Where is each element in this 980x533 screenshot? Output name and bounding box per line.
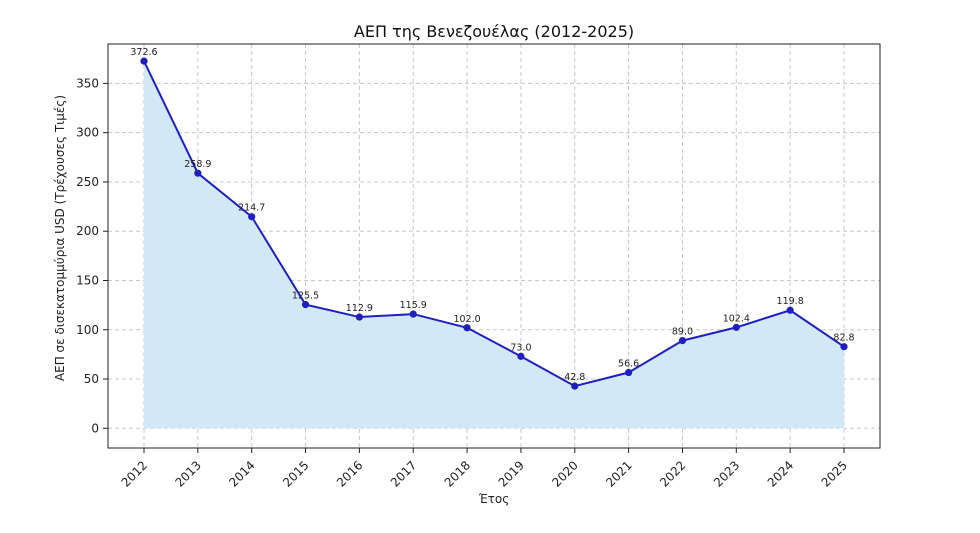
x-tick-label: 2024 xyxy=(765,458,796,489)
x-tick-label: 2021 xyxy=(603,458,634,489)
data-point xyxy=(625,368,633,377)
data-points xyxy=(140,57,848,390)
y-tick-label: 200 xyxy=(76,224,99,238)
x-tick-label: 2023 xyxy=(711,458,742,489)
data-point xyxy=(517,352,525,360)
data-label: 89.0 xyxy=(672,327,693,338)
data-label: 82.8 xyxy=(833,333,854,344)
data-point xyxy=(194,169,202,177)
x-tick-label: 2017 xyxy=(388,458,419,489)
x-tick-label: 2014 xyxy=(226,458,257,489)
data-label: 119.8 xyxy=(777,296,804,307)
data-point xyxy=(786,306,794,314)
x-tick-label: 2012 xyxy=(119,458,150,489)
data-label: 372.6 xyxy=(130,47,157,58)
x-tick-label: 2018 xyxy=(442,458,473,489)
data-label: 56.6 xyxy=(618,359,639,370)
data-point xyxy=(140,57,148,65)
data-label: 115.9 xyxy=(400,300,427,311)
y-tick-label: 50 xyxy=(84,372,99,386)
data-label: 125.5 xyxy=(292,291,319,302)
data-label: 102.4 xyxy=(723,313,750,324)
data-point xyxy=(355,313,363,321)
data-label: 112.9 xyxy=(346,303,373,314)
data-label: 214.7 xyxy=(238,203,265,214)
data-point xyxy=(840,343,848,351)
x-tick-label: 2015 xyxy=(280,458,311,489)
x-tick-label: 2022 xyxy=(657,458,688,489)
x-tick-label: 2020 xyxy=(549,458,580,489)
x-tick-label: 2019 xyxy=(496,458,527,489)
data-point xyxy=(678,336,687,345)
x-tick-label: 2013 xyxy=(172,458,203,489)
data-point xyxy=(463,324,471,332)
data-labels: 372.6 258.9 214.7 125.5 112.9 115.9 102.0 73.0 4… xyxy=(130,47,854,383)
data-label: 42.8 xyxy=(564,372,585,383)
area-fill xyxy=(144,61,844,429)
x-axis: 2012 2013 2014 2015 2016 2017 2018 2019 2020 2021… xyxy=(119,448,850,490)
data-point xyxy=(732,323,740,331)
data-label: 73.0 xyxy=(510,342,531,353)
x-axis-title: Έτος xyxy=(478,492,510,506)
data-point xyxy=(571,382,579,390)
series-line xyxy=(143,60,845,388)
plot-frame xyxy=(107,43,881,449)
y-axis-title: ΑΕΠ σε δισεκατομμύρια USD (Τρέχουσες Τιμ… xyxy=(53,95,67,381)
y-tick-label: 350 xyxy=(76,76,99,90)
y-tick-label: 150 xyxy=(76,273,99,287)
y-tick-label: 100 xyxy=(76,323,99,337)
y-axis: 0 50 100 150 200 250 300 350 xyxy=(76,76,108,435)
data-label: 102.0 xyxy=(453,314,480,325)
x-tick-label: 2016 xyxy=(334,458,365,489)
data-point xyxy=(301,301,310,309)
y-tick-label: 300 xyxy=(76,126,99,140)
y-tick-label: 0 xyxy=(91,421,99,435)
chart-title: ΑΕΠ της Βενεζουέλας (2012-2025) xyxy=(354,22,634,41)
data-point xyxy=(409,310,417,318)
y-tick-label: 250 xyxy=(76,175,99,189)
data-label: 258.9 xyxy=(184,159,211,170)
x-tick-label: 2025 xyxy=(819,458,850,489)
data-point xyxy=(248,213,256,221)
